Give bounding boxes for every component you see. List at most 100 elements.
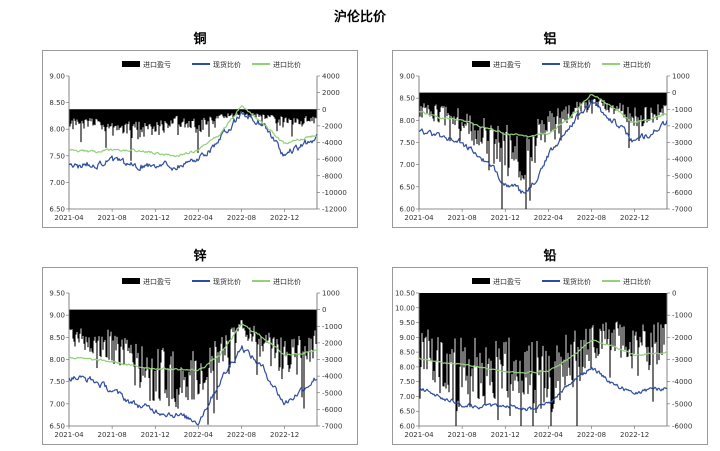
y-tick-label-left: 6.50 bbox=[399, 183, 415, 191]
x-tick-label: 2021-12 bbox=[491, 214, 520, 222]
y-tick-label-right: -4000 bbox=[322, 373, 342, 381]
y-tick-label-left: 8.00 bbox=[49, 126, 65, 134]
y-tick-label-right: -4000 bbox=[672, 378, 692, 386]
y-tick-label-right: 1000 bbox=[672, 73, 690, 81]
series-import-ratio bbox=[68, 105, 318, 158]
x-tick-label: 2021-04 bbox=[54, 431, 84, 439]
x-tick-label: 2021-08 bbox=[98, 214, 127, 222]
y-tick-label-left: 10.00 bbox=[395, 304, 415, 312]
chart-copper: 进口盈亏 现货比价 进口比价 9.00 8.50 8.00 7.50 7.00 6.50 4000… bbox=[49, 60, 346, 222]
y-tick-label-right: -6000 bbox=[672, 423, 692, 431]
panel-copper: 铜 进口盈亏 现货比价 进口比价 9.00 8.50 8.00 7.50 7.00 6.50 40… bbox=[42, 28, 358, 228]
legend-label: 进口盈亏 bbox=[493, 278, 521, 286]
x-tick-label: 2022-08 bbox=[577, 214, 606, 222]
series-spot-ratio bbox=[418, 367, 668, 412]
x-tick-label: 2021-12 bbox=[141, 214, 170, 222]
legend: 进口盈亏 现货比价 进口比价 bbox=[472, 277, 651, 286]
panel-zinc: 锌 进口盈亏 现货比价 进口比价 9.50 9.00 8.50 8.00 7.50 7.00 6.… bbox=[42, 245, 358, 445]
y-tick-label-right: -5000 bbox=[322, 389, 342, 397]
legend-swatch-profit bbox=[122, 278, 140, 284]
y-tick-label-left: 6.50 bbox=[49, 206, 65, 214]
y-tick-label-right: -7000 bbox=[672, 206, 692, 214]
legend-swatch-profit bbox=[122, 61, 140, 67]
series-spot-ratio bbox=[68, 110, 318, 171]
y-tick-label-right: 4000 bbox=[322, 73, 340, 81]
y-tick-label-right: 0 bbox=[322, 106, 326, 114]
chart-title-lead: 铅 bbox=[543, 249, 557, 264]
page-title: 沪伦比价 bbox=[333, 10, 386, 25]
chart-lead: 进口盈亏 现货比价 进口比价 10.50 10.00 9.50 9.00 8.50 8.00 7.… bbox=[395, 277, 692, 439]
legend-label: 现货比价 bbox=[563, 277, 591, 286]
y-tick-label-left: 9.50 bbox=[399, 319, 415, 327]
legend-label: 现货比价 bbox=[563, 60, 591, 69]
x-tick-label: 2022-12 bbox=[270, 214, 299, 222]
chart-title-aluminum: 铝 bbox=[543, 32, 557, 47]
x-tick-label: 2022-08 bbox=[227, 214, 256, 222]
x-tick-label: 2022-04 bbox=[184, 214, 214, 222]
series-spot-ratio bbox=[418, 99, 668, 194]
y-tick-label-right: -1000 bbox=[672, 312, 692, 320]
x-tick-label: 2021-12 bbox=[141, 431, 170, 439]
y-tick-label-right: 0 bbox=[322, 306, 326, 314]
y-tick-label-right: -3000 bbox=[672, 139, 692, 147]
y-tick-label-right: -4000 bbox=[672, 156, 692, 164]
x-tick-label: 2021-08 bbox=[98, 431, 127, 439]
y-tick-label-right: -5000 bbox=[672, 400, 692, 408]
x-tick-label: 2021-08 bbox=[448, 214, 477, 222]
legend-label: 进口盈亏 bbox=[143, 278, 171, 286]
x-tick-label: 2021-04 bbox=[404, 214, 434, 222]
legend-swatch-profit bbox=[472, 278, 490, 284]
x-tick-label: 2022-12 bbox=[620, 431, 649, 439]
x-tick-label: 2021-04 bbox=[404, 431, 434, 439]
y-tick-label-left: 6.50 bbox=[49, 423, 65, 431]
x-tick-label: 2022-04 bbox=[184, 431, 214, 439]
x-tick-label: 2021-12 bbox=[491, 431, 520, 439]
panel-aluminum: 铝 进口盈亏 现货比价 进口比价 9.00 8.50 8.00 7.50 7.00 6.50 6.… bbox=[392, 28, 708, 228]
x-tick-label: 2021-04 bbox=[54, 214, 84, 222]
chart-frame bbox=[392, 50, 708, 228]
series-import-profit bbox=[69, 309, 317, 425]
y-tick-label-right: -2000 bbox=[672, 334, 692, 342]
y-tick-label-left: 9.00 bbox=[399, 334, 415, 342]
y-tick-label-left: 9.50 bbox=[49, 290, 65, 298]
series-spot-ratio bbox=[68, 345, 318, 426]
y-tick-label-left: 7.00 bbox=[49, 400, 65, 408]
y-tick-label-right: 0 bbox=[672, 89, 676, 97]
legend-label: 现货比价 bbox=[213, 277, 241, 286]
x-tick-label: 2022-12 bbox=[620, 214, 649, 222]
x-tick-label: 2022-08 bbox=[227, 431, 256, 439]
y-tick-label-right: -4000 bbox=[322, 139, 342, 147]
y-tick-label-right: 1000 bbox=[322, 290, 340, 298]
y-tick-label-left: 8.50 bbox=[49, 99, 65, 107]
y-tick-label-left: 8.50 bbox=[399, 95, 415, 103]
y-tick-label-left: 9.00 bbox=[399, 73, 415, 81]
y-tick-label-right: 0 bbox=[672, 290, 676, 298]
legend-swatch-profit bbox=[472, 61, 490, 67]
chart-title-copper: 铜 bbox=[193, 32, 207, 47]
y-tick-label-left: 7.50 bbox=[49, 152, 65, 160]
legend: 进口盈亏 现货比价 进口比价 bbox=[122, 60, 301, 69]
y-tick-label-right: -3000 bbox=[672, 356, 692, 364]
y-tick-label-right: -2000 bbox=[322, 122, 342, 130]
y-tick-label-left: 6.00 bbox=[399, 206, 415, 214]
y-tick-label-right: -6000 bbox=[322, 406, 342, 414]
y-tick-label-right: -1000 bbox=[322, 323, 342, 331]
legend-label: 进口比价 bbox=[623, 277, 651, 286]
y-tick-label-left: 7.50 bbox=[399, 139, 415, 147]
x-tick-label: 2022-12 bbox=[270, 431, 299, 439]
y-tick-label-right: 2000 bbox=[322, 89, 340, 97]
legend: 进口盈亏 现货比价 进口比价 bbox=[472, 60, 651, 69]
y-tick-label-left: 7.50 bbox=[399, 378, 415, 386]
chart-aluminum: 进口盈亏 现货比价 进口比价 9.00 8.50 8.00 7.50 7.00 6.50 6.00… bbox=[399, 60, 692, 222]
legend: 进口盈亏 现货比价 进口比价 bbox=[122, 277, 301, 286]
y-tick-label-left: 8.50 bbox=[399, 349, 415, 357]
series-import-ratio bbox=[418, 94, 668, 138]
y-tick-label-right: -8000 bbox=[322, 172, 342, 180]
y-tick-label-left: 6.50 bbox=[399, 408, 415, 416]
legend-label: 进口比价 bbox=[273, 277, 301, 286]
y-tick-label-right: -6000 bbox=[322, 156, 342, 164]
series-import-ratio bbox=[418, 339, 668, 374]
series-import-profit bbox=[419, 293, 667, 426]
y-tick-label-left: 8.00 bbox=[399, 363, 415, 371]
y-tick-label-left: 7.00 bbox=[399, 393, 415, 401]
